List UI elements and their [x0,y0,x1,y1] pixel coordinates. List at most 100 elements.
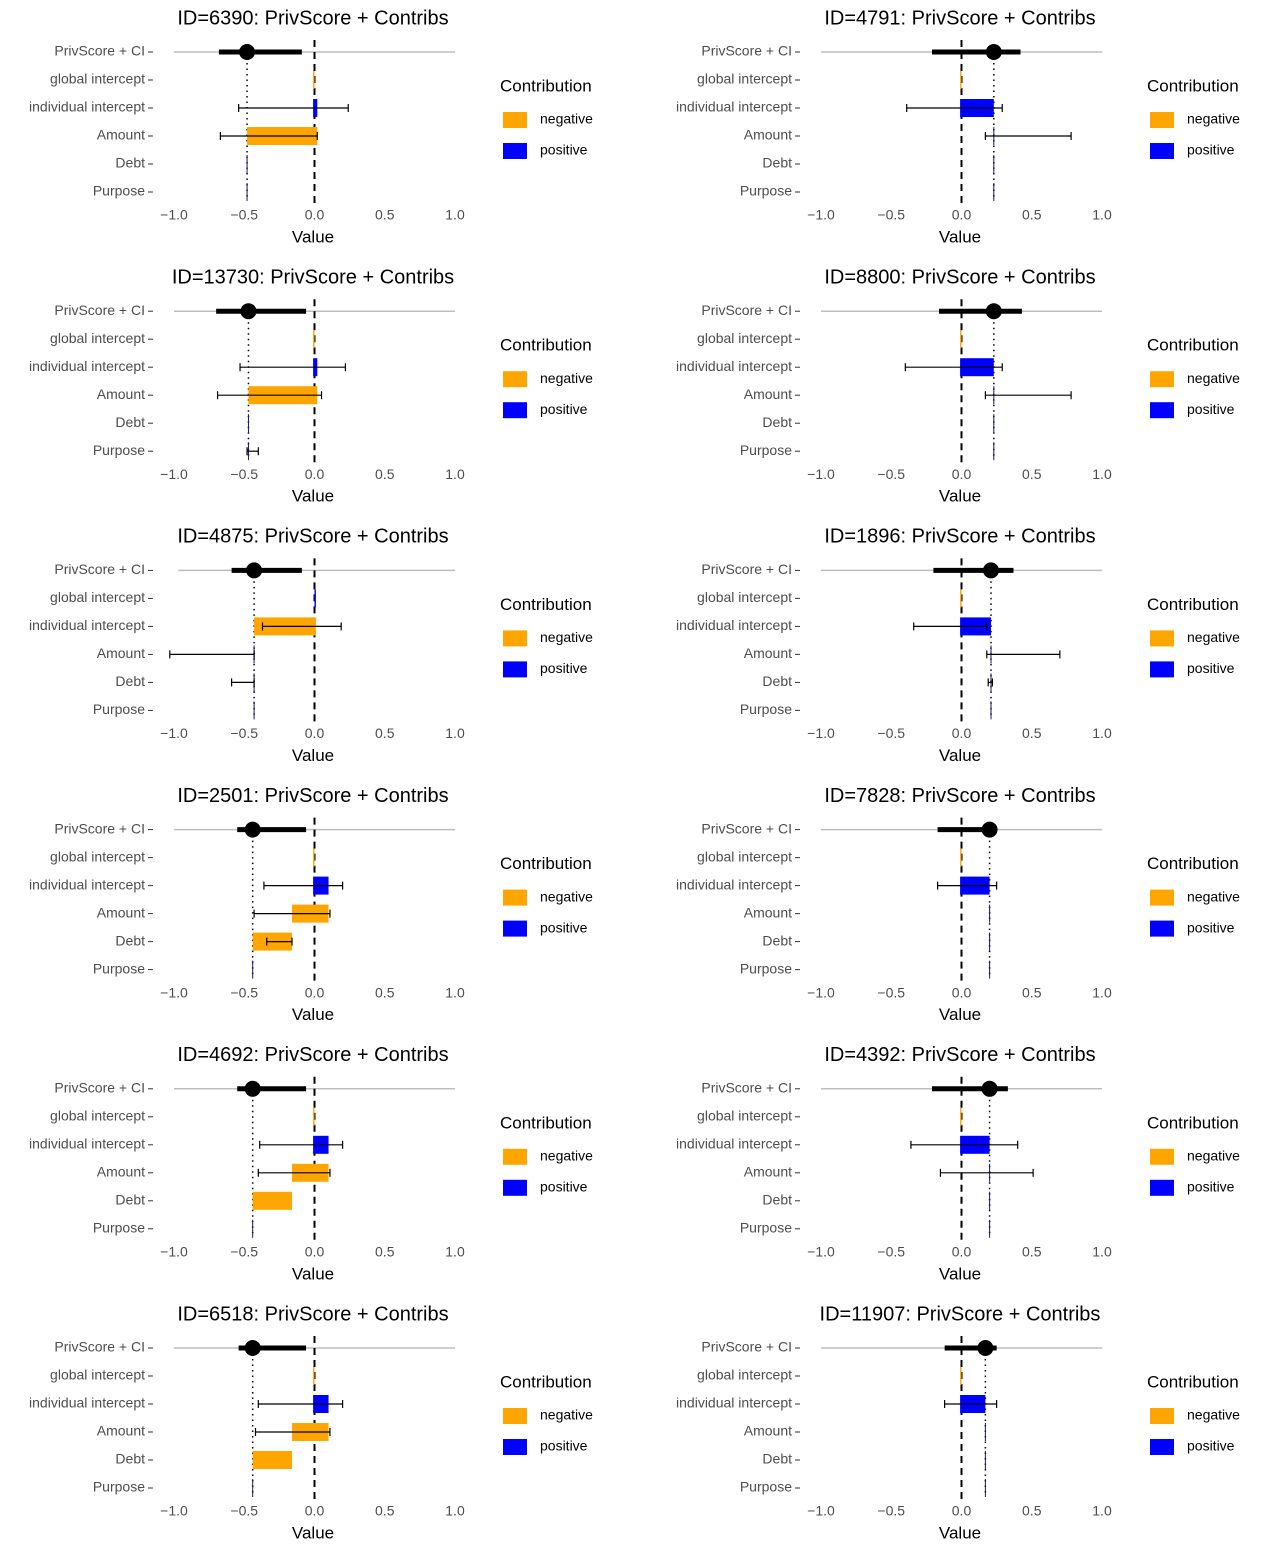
x-tick-label: −0.5 [877,984,905,1000]
legend-swatch [503,112,527,128]
y-tick-label: individual intercept [29,1395,145,1411]
y-tick-label: individual intercept [29,358,145,374]
contribution-bar [989,1191,991,1210]
y-tick-label: PrivScore + CI [54,43,145,59]
legend-swatch [1150,630,1174,647]
x-axis-label: Value [939,1523,981,1542]
legend-swatch [1150,661,1174,678]
y-tick-label: global intercept [697,330,792,346]
y-tick-label: Purpose [740,1220,792,1236]
y-tick-label: individual intercept [676,1136,792,1152]
x-tick-label: 1.0 [1092,1503,1112,1519]
y-tick-label: PrivScore + CI [54,561,145,577]
legend-title: Contribution [1147,854,1239,873]
legend-swatch [503,920,527,937]
x-tick-label: 0.0 [305,1503,325,1519]
legend-label: positive [540,1179,588,1195]
y-tick-label: Debt [762,673,792,689]
x-tick-label: 0.5 [1022,1244,1042,1260]
x-tick-label: 0.5 [375,466,395,482]
legend-label: positive [540,142,588,158]
contribution-bar [246,183,248,201]
panel-title: ID=6390: PrivScore + Contribs [177,7,448,29]
y-tick-label: PrivScore + CI [701,561,792,577]
y-tick-label: Debt [115,414,145,430]
contribution-bar [989,904,991,923]
legend-swatch [503,402,527,419]
panel-title: ID=2501: PrivScore + Contribs [177,785,448,807]
contribution-bar [989,960,991,979]
contribution-bar [989,1219,991,1238]
y-tick-label: Amount [97,645,145,661]
x-tick-label: −0.5 [877,207,905,223]
y-tick-label: Amount [744,127,792,143]
y-tick-label: individual intercept [676,1395,792,1411]
x-tick-label: 0.0 [952,1244,972,1260]
y-tick-label: Debt [762,1192,792,1208]
panel-title: ID=4875: PrivScore + Contribs [177,526,448,548]
contribution-bar [993,442,995,461]
x-tick-label: 0.5 [1022,207,1042,223]
y-tick-label: global intercept [697,589,792,605]
legend-label: positive [540,919,588,935]
x-tick-label: 0.5 [375,1503,395,1519]
legend-swatch [1150,1439,1174,1455]
x-axis-label: Value [292,487,334,506]
y-tick-label: global intercept [697,1108,792,1124]
contribution-bar [993,155,995,173]
x-tick-label: 0.5 [1022,1503,1042,1519]
contribution-bar [252,1451,293,1469]
legend-label: positive [540,401,588,417]
x-tick-label: −1.0 [807,1503,835,1519]
y-tick-label: Amount [97,1164,145,1180]
legend-label: negative [540,1407,593,1423]
panel-title: ID=4392: PrivScore + Contribs [824,1044,1095,1066]
y-tick-label: Amount [744,386,792,402]
x-tick-label: −1.0 [160,725,188,741]
y-tick-label: Debt [115,1451,145,1467]
y-tick-label: Purpose [93,442,145,458]
legend-swatch [1150,1148,1174,1165]
legend-title: Contribution [1147,595,1239,614]
y-tick-label: individual intercept [676,876,792,892]
y-tick-label: Debt [115,155,145,171]
contribution-bar [314,589,316,608]
legend-title: Contribution [1147,1372,1239,1391]
x-tick-label: −0.5 [230,207,258,223]
legend-swatch [1150,143,1174,159]
panel-title: ID=4692: PrivScore + Contribs [177,1044,448,1066]
panel-title: ID=8800: PrivScore + Contribs [824,266,1095,288]
legend-swatch [503,1148,527,1165]
x-tick-label: 0.0 [305,725,325,741]
x-tick-label: −1.0 [807,984,835,1000]
contribution-bar [960,1367,962,1385]
x-tick-label: 1.0 [445,1503,465,1519]
legend-swatch [503,630,527,647]
y-tick-label: individual intercept [29,99,145,115]
y-tick-label: Amount [97,1423,145,1439]
x-tick-label: −1.0 [807,1244,835,1260]
x-tick-label: −1.0 [160,207,188,223]
y-tick-label: Amount [97,127,145,143]
legend-label: positive [540,1438,588,1454]
y-tick-label: Purpose [740,960,792,976]
x-tick-label: −1.0 [160,1503,188,1519]
score-point [246,562,263,579]
legend-title: Contribution [1147,76,1239,95]
panel-title: ID=13730: PrivScore + Contribs [172,266,454,288]
score-point [244,821,261,838]
x-tick-label: 1.0 [445,466,465,482]
legend-label: positive [1187,142,1235,158]
legend-label: negative [540,370,593,386]
legend-label: negative [1187,629,1240,645]
x-tick-label: 0.5 [375,207,395,223]
y-tick-label: global intercept [697,71,792,87]
x-axis-label: Value [292,746,334,765]
y-tick-label: individual intercept [676,99,792,115]
x-tick-label: 0.0 [305,1244,325,1260]
x-tick-label: 1.0 [1092,725,1112,741]
y-tick-label: Purpose [93,701,145,717]
score-point [981,821,998,838]
y-tick-label: Debt [762,1451,792,1467]
